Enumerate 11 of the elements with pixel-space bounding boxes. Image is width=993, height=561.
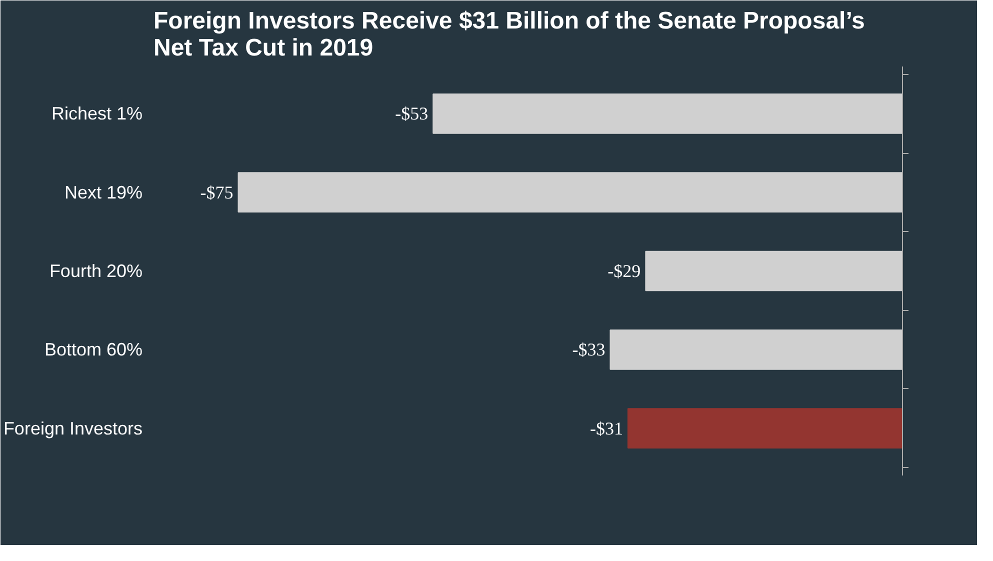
data-label: -$53: [395, 104, 428, 124]
data-label: -$29: [608, 261, 641, 281]
y-tick-label: Foreign Investors: [3, 418, 142, 438]
chart-title: Foreign Investors Receive $31 Billion of the Senate Proposal’s Net Tax Cut in 2019: [154, 8, 865, 62]
y-tick-label: Richest 1%: [51, 104, 143, 124]
data-label: -$75: [200, 182, 234, 202]
y-tick-label: Next 19%: [64, 182, 143, 202]
y-tick-label: Bottom 60%: [44, 340, 143, 360]
data-label: -$31: [590, 418, 623, 438]
data-label: -$33: [572, 340, 606, 360]
y-tick-label: Fourth 20%: [49, 261, 143, 281]
